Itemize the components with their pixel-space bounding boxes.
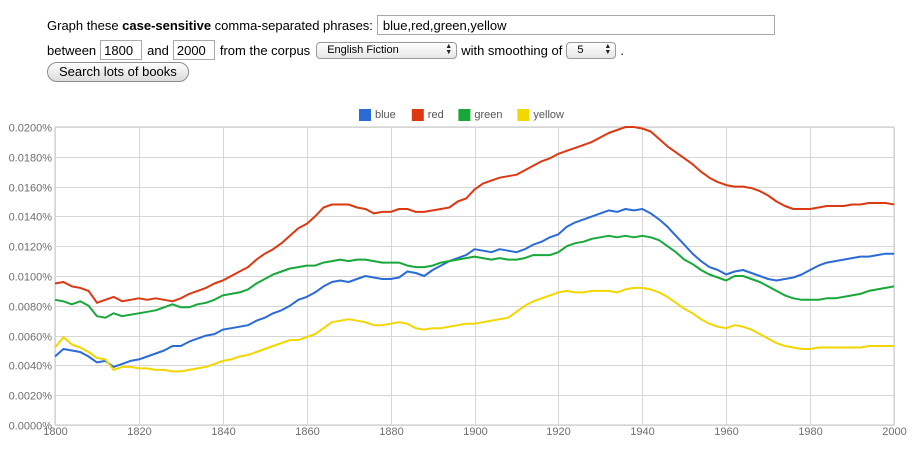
x-tick-label: 1960 <box>714 426 738 438</box>
y-tick-label: 0.0060% <box>9 332 53 344</box>
corpus-selected-value: English Fiction <box>327 43 399 56</box>
case-sensitive-label: case-sensitive <box>122 17 212 33</box>
period-label: . <box>620 42 624 58</box>
smoothing-label: with smoothing of <box>461 42 563 58</box>
between-label: between <box>47 42 97 58</box>
y-tick-label: 0.0180% <box>9 153 53 165</box>
x-tick-label: 1900 <box>463 426 487 438</box>
x-tick-label: 1980 <box>798 426 822 438</box>
y-tick-label: 0.0080% <box>9 302 53 314</box>
y-tick-label: 0.0140% <box>9 212 53 224</box>
legend-swatch-blue <box>359 109 371 121</box>
x-tick-label: 1820 <box>127 426 151 438</box>
from-corpus-label: from the corpus <box>219 42 311 58</box>
y-tick-label: 0.0120% <box>9 242 53 254</box>
x-tick-label: 1940 <box>630 426 654 438</box>
select-arrows-icon: ▲ ▼ <box>604 42 612 56</box>
y-tick-label: 0.0100% <box>9 272 53 284</box>
graph-suffix-label: comma-separated phrases: <box>211 17 373 33</box>
select-arrows-icon: ▲ ▼ <box>445 42 453 56</box>
legend-swatch-yellow <box>517 109 530 121</box>
corpus-select[interactable]: English Fiction ▲ ▼ <box>316 41 458 59</box>
series-line-yellow <box>54 286 894 373</box>
graph-prefix-label: Graph these <box>47 17 123 33</box>
legend-swatch-red <box>411 109 424 121</box>
end-year-input[interactable] <box>172 40 215 60</box>
legend-label-red: red <box>428 109 444 121</box>
search-button[interactable]: Search lots of books <box>47 62 189 82</box>
series-line-blue <box>54 208 894 368</box>
x-tick-label: 1880 <box>379 426 403 438</box>
y-tick-label: 0.0200% <box>9 123 53 135</box>
legend-swatch-green <box>458 109 471 121</box>
legend-label-green: green <box>474 109 502 121</box>
range-row: between and from the corpus English Fict… <box>47 38 624 62</box>
y-tick-label: 0.0040% <box>9 361 53 373</box>
and-label: and <box>147 42 169 58</box>
x-tick-label: 1860 <box>295 426 319 438</box>
series-line-green <box>54 234 895 319</box>
x-tick-label: 1920 <box>546 426 570 438</box>
y-tick-label: 0.0160% <box>9 183 53 195</box>
query-row: Graph these case-sensitive comma-separat… <box>47 13 775 37</box>
y-tick-label: 0.0000% <box>9 421 53 433</box>
smoothing-selected-value: 5 <box>577 43 584 56</box>
x-tick-label: 2000 <box>882 426 906 438</box>
y-tick-label: 0.0020% <box>9 391 53 403</box>
x-tick-label: 1800 <box>43 426 67 438</box>
series-line-red <box>54 126 895 304</box>
legend-label-blue: blue <box>375 109 396 121</box>
legend-label-yellow: yellow <box>533 109 564 121</box>
phrases-input[interactable] <box>376 15 775 35</box>
start-year-input[interactable] <box>100 40 143 60</box>
search-row: Search lots of books <box>47 61 189 83</box>
x-tick-label: 1840 <box>211 426 235 438</box>
smoothing-select[interactable]: 5 ▲ ▼ <box>566 41 617 59</box>
